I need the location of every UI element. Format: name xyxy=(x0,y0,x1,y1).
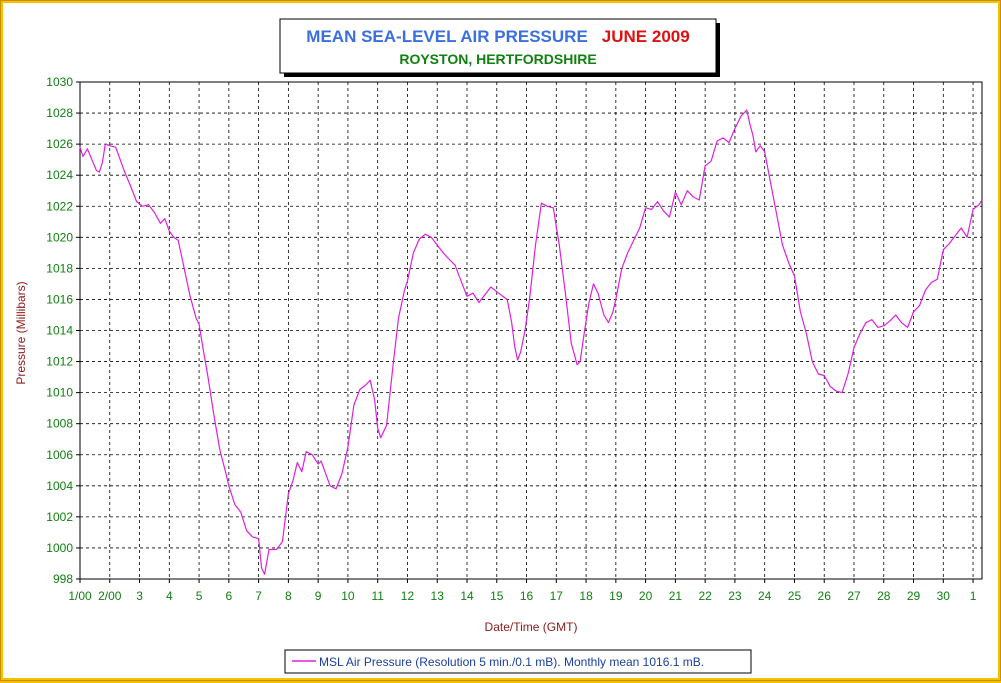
x-tick-label: 23 xyxy=(728,589,742,603)
grid-lines xyxy=(80,82,982,579)
y-tick-label: 998 xyxy=(53,572,73,586)
y-tick-label: 1016 xyxy=(46,292,73,306)
x-tick-label: 20 xyxy=(639,589,653,603)
y-tick-label: 1028 xyxy=(46,106,73,120)
y-tick-label: 1024 xyxy=(46,168,73,182)
x-tick-label: 26 xyxy=(818,589,832,603)
chart-canvas: MEAN SEA-LEVEL AIR PRESSURE JUNE 2009 ROY… xyxy=(3,3,998,678)
y-tick-label: 1002 xyxy=(46,510,73,524)
x-tick-label: 1/00 xyxy=(68,589,92,603)
x-tick-label: 3 xyxy=(136,589,143,603)
y-tick-label: 1008 xyxy=(46,417,73,431)
x-tick-label: 21 xyxy=(669,589,683,603)
x-tick-label: 27 xyxy=(847,589,861,603)
x-tick-label: 8 xyxy=(285,589,292,603)
x-tick-label: 19 xyxy=(609,589,623,603)
y-tick-label: 1030 xyxy=(46,75,73,89)
x-tick-label: 10 xyxy=(341,589,355,603)
x-tick-label: 30 xyxy=(937,589,951,603)
y-tick-label: 1012 xyxy=(46,355,73,369)
pressure-chart: MEAN SEA-LEVEL AIR PRESSURE JUNE 2009 ROY… xyxy=(14,18,983,674)
y-tick-label: 1020 xyxy=(46,230,73,244)
x-tick-label: 25 xyxy=(788,589,802,603)
x-tick-label: 24 xyxy=(758,589,772,603)
y-tick-label: 1026 xyxy=(46,137,73,151)
x-tick-label: 1 xyxy=(970,589,977,603)
legend-box xyxy=(284,649,752,674)
y-axis-ticks: 998 1000 1002 1004 1006 1008 1010 1012 1014 1016 1… xyxy=(46,75,80,586)
x-tick-label: 29 xyxy=(907,589,921,603)
title-box xyxy=(279,18,717,74)
x-tick-label: 4 xyxy=(166,589,173,603)
chart-title: MEAN SEA-LEVEL AIR PRESSURE JUNE 2009 xyxy=(306,27,689,46)
title-period: JUNE 2009 xyxy=(602,27,690,46)
x-axis-label: Date/Time (GMT) xyxy=(485,620,578,634)
x-tick-label: 11 xyxy=(371,589,384,603)
x-tick-label: 17 xyxy=(550,589,564,603)
x-tick-label: 22 xyxy=(698,589,712,603)
x-tick-label: 12 xyxy=(401,589,415,603)
y-tick-label: 1010 xyxy=(46,386,73,400)
y-tick-label: 1006 xyxy=(46,448,73,462)
legend: MSL Air Pressure (Resolution 5 min./0.1 … xyxy=(284,649,752,674)
x-tick-label: 2/00 xyxy=(98,589,122,603)
chart-subtitle: ROYSTON, HERTFORDSHIRE xyxy=(399,51,596,67)
x-axis-ticks: 1/00 2/00 3 4 5 6 7 8 9 10 11 12 13 14 15 16 17 18 19 20 21 2… xyxy=(68,579,977,603)
x-tick-label: 14 xyxy=(460,589,474,603)
y-tick-label: 1004 xyxy=(46,479,73,493)
x-tick-label: 15 xyxy=(490,589,504,603)
x-tick-label: 18 xyxy=(579,589,593,603)
y-tick-label: 1022 xyxy=(46,199,73,213)
series-group xyxy=(79,109,983,575)
x-tick-label: 13 xyxy=(431,589,445,603)
x-tick-label: 28 xyxy=(877,589,891,603)
y-axis-label: Pressure (Millibars) xyxy=(14,281,28,384)
x-tick-label: 9 xyxy=(315,589,322,603)
x-tick-label: 16 xyxy=(520,589,534,603)
title-main: MEAN SEA-LEVEL AIR PRESSURE xyxy=(306,27,588,46)
y-tick-label: 1000 xyxy=(46,541,73,555)
y-tick-label: 1018 xyxy=(46,261,73,275)
x-tick-label: 5 xyxy=(196,589,203,603)
x-tick-label: 7 xyxy=(255,589,262,603)
legend-label: MSL Air Pressure (Resolution 5 min./0.1 … xyxy=(319,655,704,669)
y-tick-label: 1014 xyxy=(46,324,73,338)
series-line xyxy=(79,109,983,575)
x-tick-label: 6 xyxy=(226,589,233,603)
